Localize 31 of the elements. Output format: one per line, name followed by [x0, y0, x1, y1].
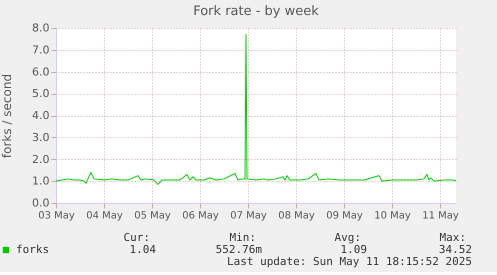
- text: Avg:: [334, 231, 361, 244]
- text: 1.09: [340, 243, 367, 256]
- y-tick-label: 5.0: [32, 87, 50, 100]
- y-tick-label: 3.0: [32, 130, 50, 144]
- text: Max:: [440, 231, 466, 244]
- legend-label: forks: [16, 243, 50, 256]
- x-tick-label: 10 May: [374, 210, 411, 222]
- y-tick-label: 8.0: [32, 22, 50, 34]
- y-tick-label: 6.0: [32, 65, 50, 78]
- x-tick-label: 04 May: [86, 210, 123, 222]
- text: Cur:: [124, 231, 150, 244]
- text: 552.76m: [216, 243, 262, 256]
- y-tick-label: 0.0: [32, 196, 50, 210]
- text: 1.04: [130, 243, 156, 256]
- y-tick-label: 7.0: [32, 43, 50, 56]
- x-tick-label: 05 May: [134, 210, 171, 222]
- y-tick-label: 1.0: [32, 174, 50, 188]
- text: Min:: [230, 231, 256, 244]
- x-tick-label: 07 May: [230, 210, 267, 222]
- y-tick-label: 4.0: [32, 109, 50, 122]
- x-tick-label: 11 May: [422, 210, 459, 222]
- line-series: [56, 34, 456, 185]
- x-tick-label: 09 May: [326, 210, 363, 222]
- text: Last update: Sun May 11 18:15:52 2025: [226, 255, 472, 268]
- x-tick-label: 03 May: [38, 210, 75, 222]
- text: 34.52: [438, 243, 472, 256]
- x-tick-label: 08 May: [278, 210, 315, 222]
- y-tick-label: 2.0: [32, 152, 50, 166]
- y-axis-title: forks / second: [0, 74, 14, 158]
- x-tick-label: 06 May: [182, 210, 219, 222]
- chart-title: Fork rate - by week: [193, 4, 320, 19]
